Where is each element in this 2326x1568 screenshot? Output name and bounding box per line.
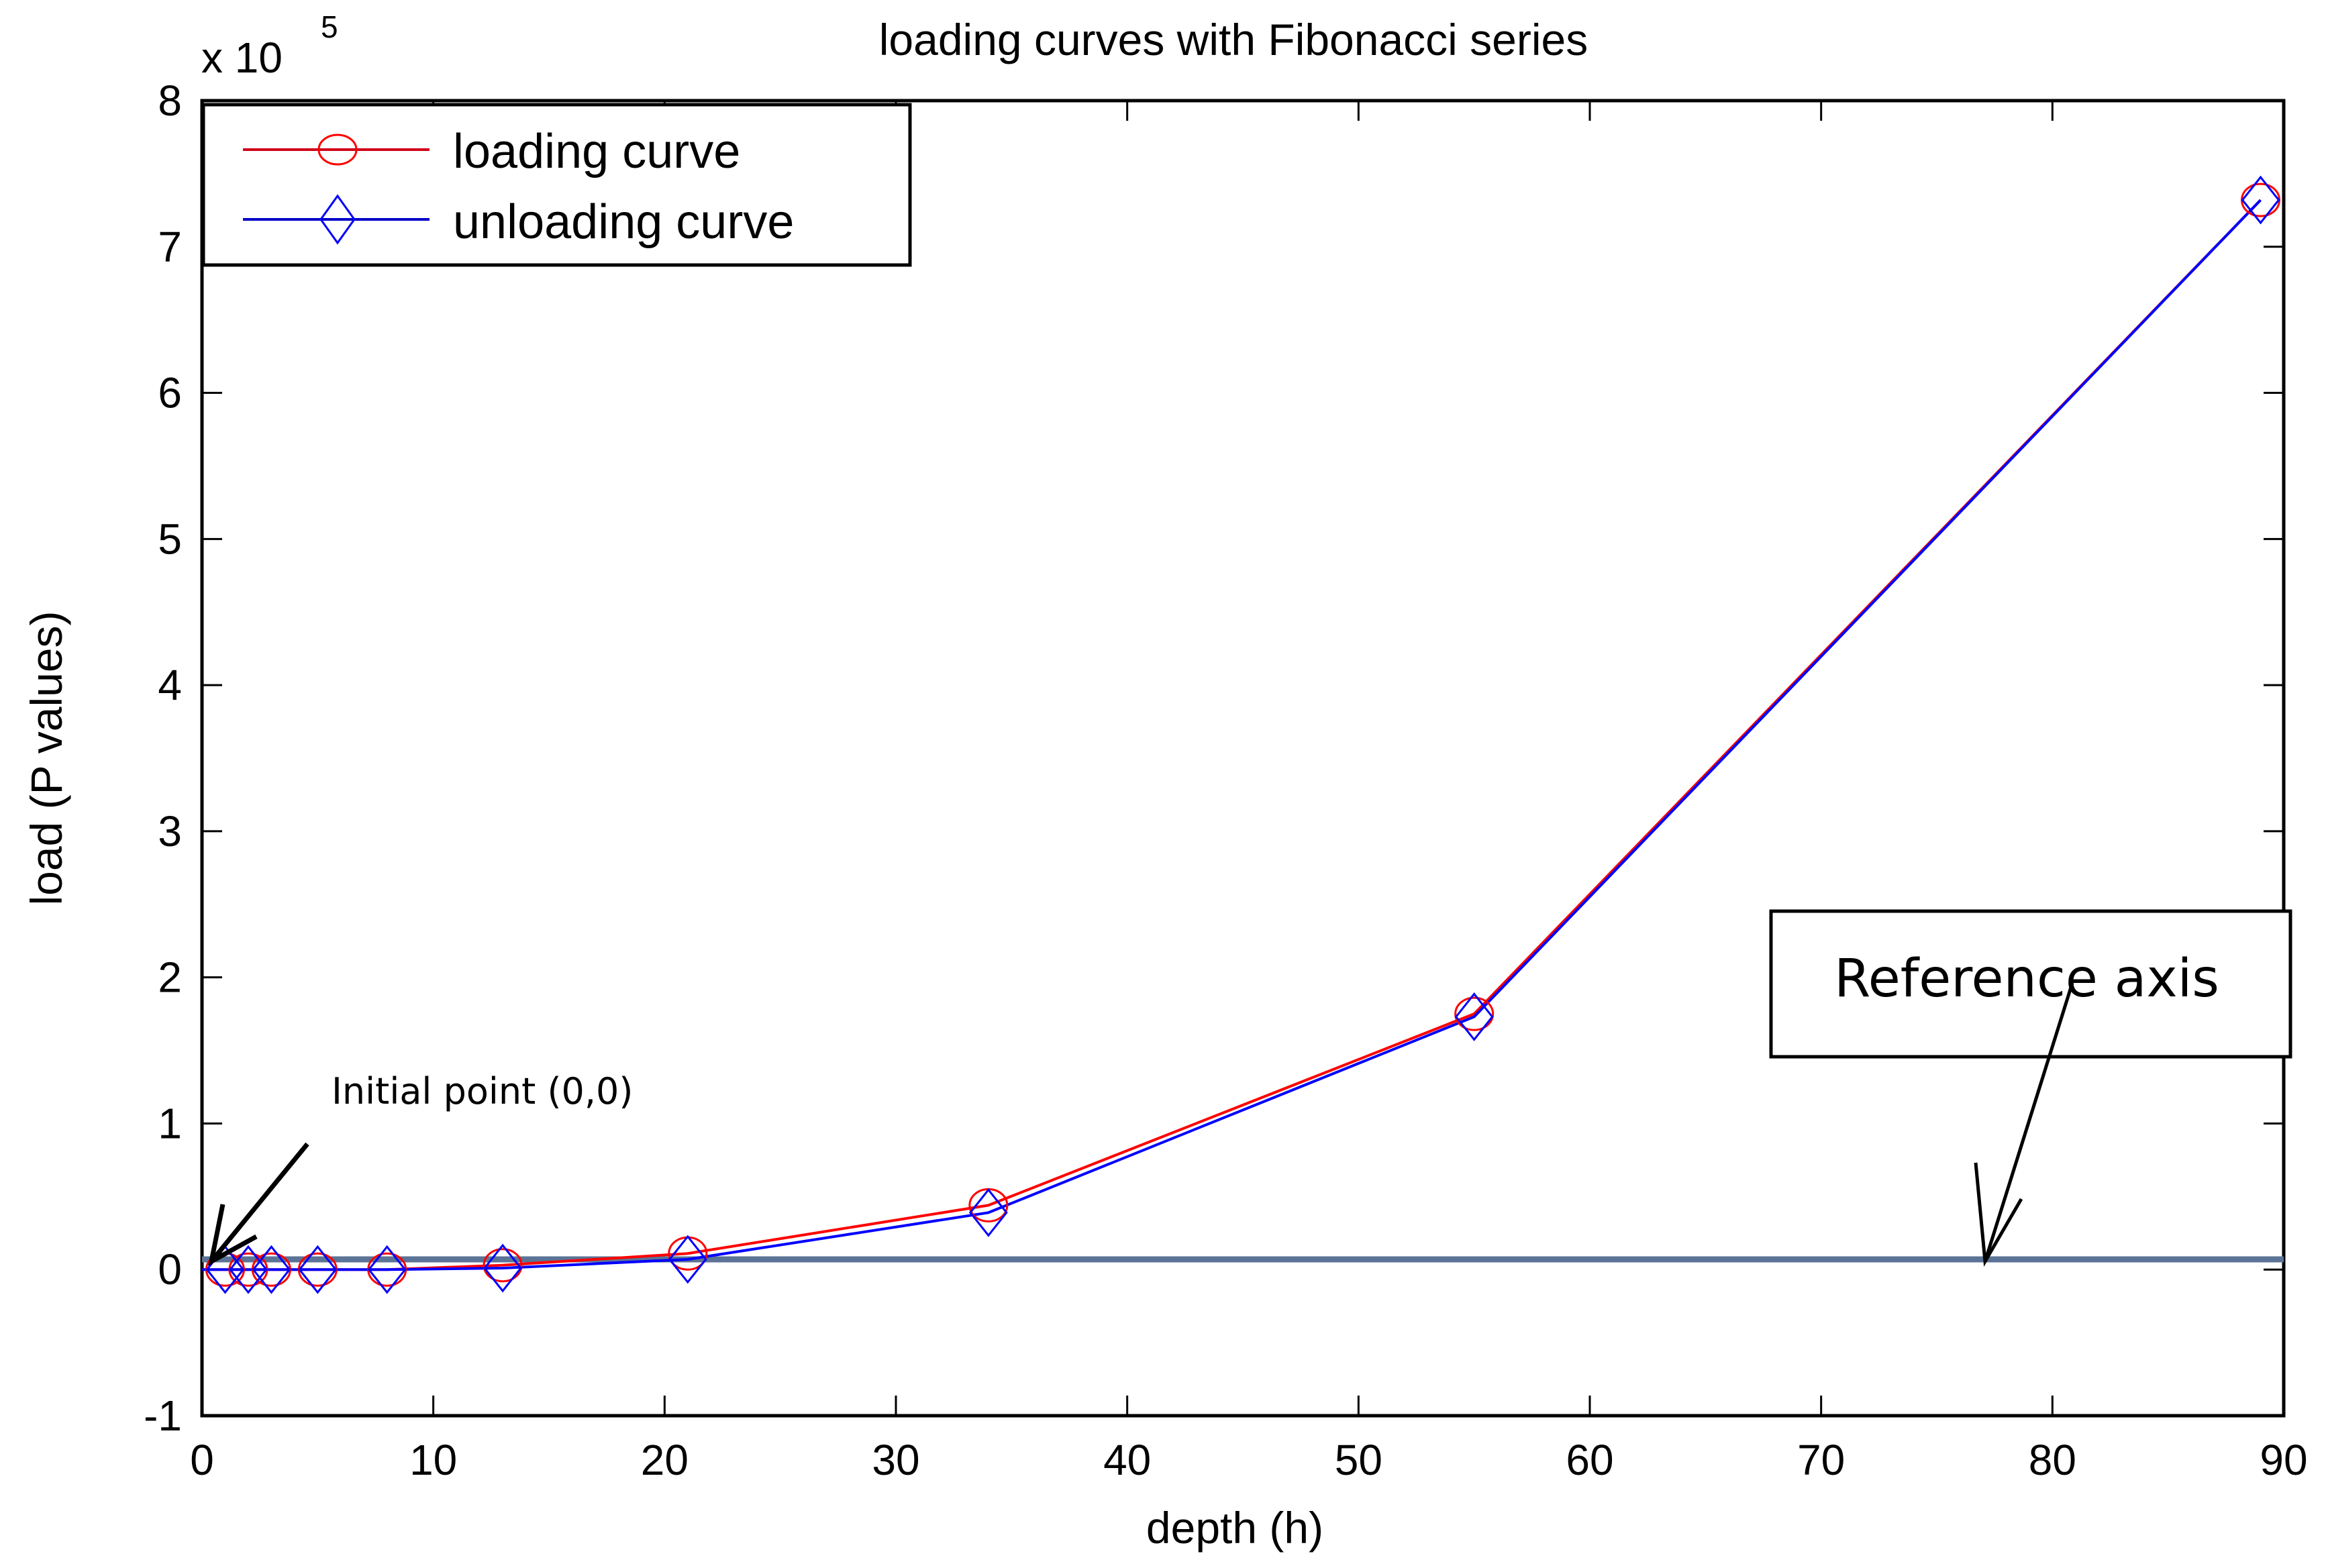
arrow-icon [209, 1142, 309, 1263]
legend-box [201, 103, 912, 267]
annotation-text: Initial point (0,0) [332, 1070, 633, 1112]
y-tick-label: 0 [158, 1245, 182, 1294]
x-axis-title: depth (h) [1146, 1503, 1323, 1553]
x-tick-label: 80 [2029, 1436, 2076, 1484]
x-tick-label: 0 [190, 1436, 214, 1484]
y-tick-label: 4 [158, 661, 182, 709]
diamond-marker-icon [252, 1245, 291, 1294]
diamond-marker-icon [968, 1188, 1008, 1237]
x-tick-label: 10 [409, 1436, 457, 1484]
x-tick-label: 20 [641, 1436, 689, 1484]
x-tick-label: 30 [872, 1436, 919, 1484]
diamond-marker-icon [668, 1235, 707, 1284]
y-multiplier-exponent: 5 [321, 9, 338, 44]
circle-marker-icon [483, 1248, 523, 1283]
x-tick-label: 70 [1797, 1436, 1845, 1484]
series-line-1 [202, 199, 2262, 1271]
y-multiplier: x 10 [201, 34, 283, 82]
legend-item-unloading: unloading curve [243, 194, 794, 249]
y-tick-label: 5 [158, 515, 182, 563]
annotation-text: Reference axis [1834, 949, 2219, 1009]
diamond-marker-icon [298, 1245, 338, 1294]
diamond-marker-icon [2241, 175, 2280, 225]
y-tick-label: 7 [158, 223, 182, 271]
series-markers [205, 175, 2281, 1294]
y-tick-label: 2 [158, 953, 182, 1002]
diamond-icon [319, 194, 356, 245]
y-tick-label: -1 [144, 1392, 182, 1440]
x-tick-label: 40 [1103, 1436, 1151, 1484]
legend-label: loading curve [453, 125, 740, 178]
annotation-reference-axis: Reference axis [1769, 909, 2292, 1267]
annotation-initial-point: Initial point (0,0) [208, 1070, 633, 1266]
arrow-icon [1983, 982, 2074, 1262]
x-tick-label: 60 [1566, 1436, 1613, 1484]
arrowhead-icon [1974, 1162, 2023, 1267]
arrowhead-icon [208, 1204, 258, 1266]
y-tick-label: 6 [158, 369, 182, 417]
diamond-marker-icon [483, 1243, 522, 1293]
legend: loading curve unloading curve [201, 103, 912, 267]
plot-area [200, 99, 2286, 1418]
annotation-box [1769, 909, 2292, 1059]
diamond-marker-icon [367, 1245, 407, 1294]
circle-marker-icon [1454, 996, 1495, 1031]
y-tick-label: 8 [158, 76, 182, 125]
legend-label: unloading curve [453, 195, 794, 249]
series-lines [202, 199, 2262, 1271]
y-axis-title: load (P values) [21, 611, 71, 905]
x-tick-label: 90 [2260, 1436, 2307, 1484]
diamond-marker-icon [1454, 992, 1494, 1041]
legend-item-loading: loading curve [243, 125, 740, 178]
circle-icon [317, 134, 358, 166]
chart-title: loading curves with Fibonacci series [879, 15, 1588, 64]
y-tick-label: 1 [158, 1099, 182, 1147]
y-tick-label: 3 [158, 807, 182, 855]
x-tick-label: 50 [1335, 1436, 1382, 1484]
